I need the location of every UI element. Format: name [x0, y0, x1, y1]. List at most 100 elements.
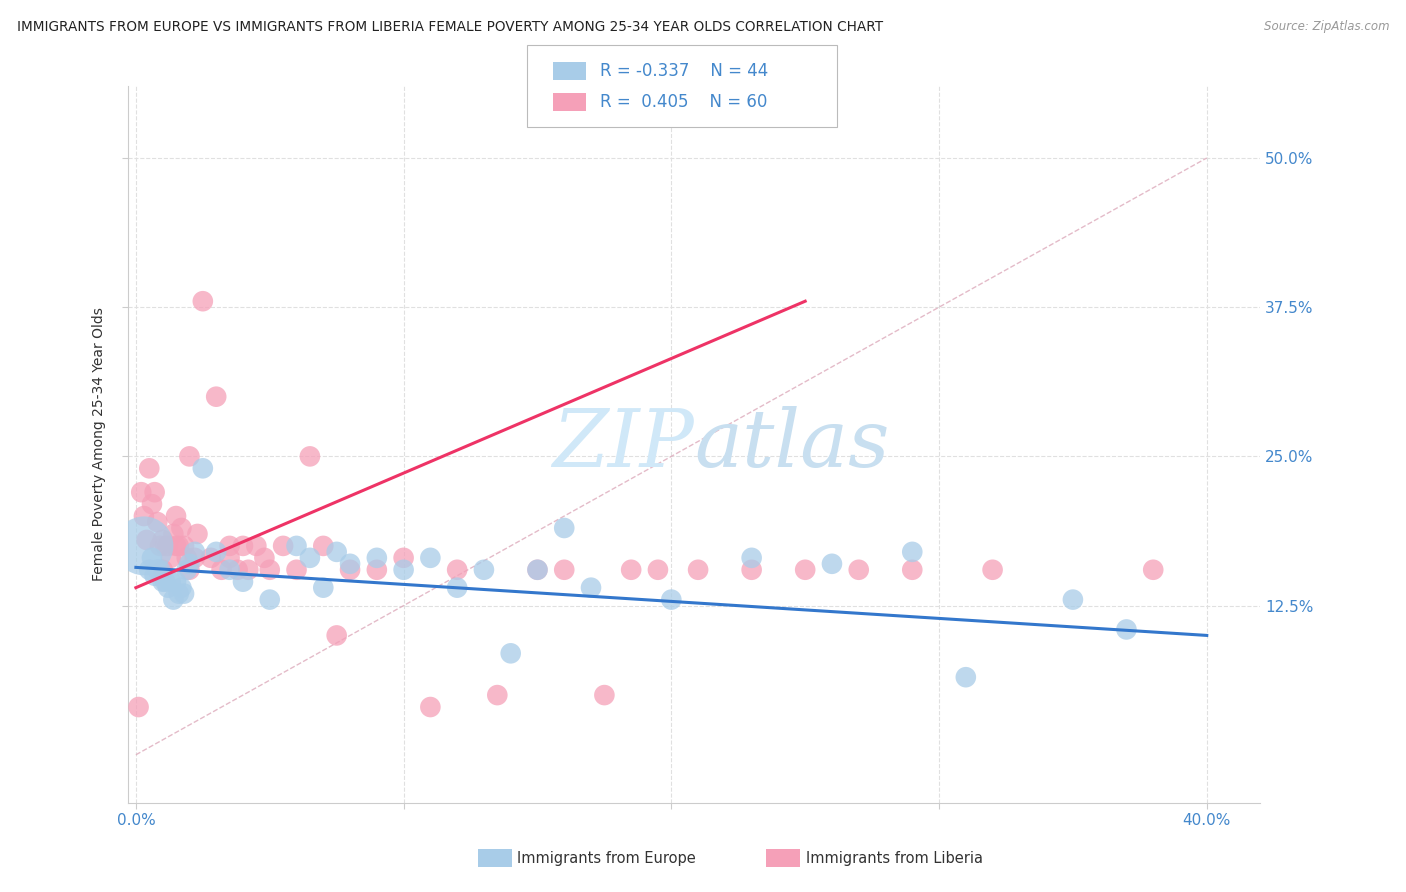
Point: [298, 450, 321, 464]
Point: [179, 563, 201, 577]
Text: atlas: atlas: [695, 406, 890, 483]
Point: [238, 563, 260, 577]
Point: [165, 539, 187, 553]
Point: [162, 592, 184, 607]
Point: [149, 539, 172, 553]
Point: [179, 557, 201, 571]
Point: [170, 581, 193, 595]
Point: [486, 688, 509, 702]
Text: R = -0.337    N = 44: R = -0.337 N = 44: [600, 62, 769, 80]
Point: [312, 581, 335, 595]
Point: [141, 550, 163, 565]
Point: [186, 527, 208, 541]
Point: [200, 550, 222, 565]
Text: R =  0.405    N = 60: R = 0.405 N = 60: [600, 93, 768, 111]
Point: [218, 539, 240, 553]
Point: [184, 545, 207, 559]
Point: [446, 581, 468, 595]
Point: [191, 461, 214, 475]
Point: [232, 574, 254, 589]
Point: [312, 539, 335, 553]
Text: Source: ZipAtlas.com: Source: ZipAtlas.com: [1264, 20, 1389, 33]
Point: [579, 581, 602, 595]
Point: [392, 550, 415, 565]
Point: [285, 563, 308, 577]
Text: IMMIGRANTS FROM EUROPE VS IMMIGRANTS FROM LIBERIA FEMALE POVERTY AMONG 25-34 YEA: IMMIGRANTS FROM EUROPE VS IMMIGRANTS FRO…: [17, 20, 883, 34]
Point: [179, 450, 201, 464]
Point: [155, 574, 177, 589]
Point: [146, 563, 169, 577]
Point: [156, 539, 179, 553]
Point: [211, 563, 233, 577]
Point: [259, 592, 281, 607]
Text: ZIP: ZIP: [553, 406, 695, 483]
Point: [325, 545, 347, 559]
Point: [167, 539, 190, 553]
Point: [135, 533, 157, 547]
Point: [659, 592, 682, 607]
Point: [1142, 563, 1164, 577]
Point: [176, 550, 198, 565]
Point: [1115, 623, 1137, 637]
Point: [901, 545, 924, 559]
Point: [143, 568, 166, 582]
Point: [339, 557, 361, 571]
Point: [232, 539, 254, 553]
Point: [366, 550, 388, 565]
Point: [955, 670, 977, 684]
Point: [848, 563, 870, 577]
Point: [205, 390, 228, 404]
Point: [132, 509, 155, 524]
Point: [392, 563, 415, 577]
Point: [132, 539, 155, 553]
Point: [741, 550, 763, 565]
Point: [173, 539, 195, 553]
Point: [688, 563, 710, 577]
Point: [159, 550, 181, 565]
Point: [143, 485, 166, 500]
Point: [259, 563, 281, 577]
Point: [141, 497, 163, 511]
Text: Immigrants from Europe: Immigrants from Europe: [517, 851, 696, 865]
Point: [165, 509, 187, 524]
Point: [472, 563, 495, 577]
Point: [173, 587, 195, 601]
Point: [218, 550, 240, 565]
Point: [128, 700, 150, 714]
Point: [593, 688, 616, 702]
Point: [152, 533, 174, 547]
Point: [647, 563, 669, 577]
Point: [184, 550, 207, 565]
Point: [499, 646, 522, 660]
Point: [138, 461, 160, 475]
Point: [620, 563, 643, 577]
Point: [298, 550, 321, 565]
Point: [170, 521, 193, 535]
Point: [1062, 592, 1084, 607]
Point: [156, 581, 179, 595]
Point: [901, 563, 924, 577]
Point: [159, 574, 181, 589]
Point: [218, 563, 240, 577]
Point: [226, 563, 249, 577]
Point: [446, 563, 468, 577]
Point: [285, 539, 308, 553]
Point: [149, 563, 172, 577]
Point: [152, 574, 174, 589]
Point: [176, 563, 198, 577]
Point: [526, 563, 548, 577]
Point: [821, 557, 844, 571]
Point: [167, 587, 190, 601]
Point: [205, 545, 228, 559]
Point: [191, 294, 214, 309]
Y-axis label: Female Poverty Among 25-34 Year Olds: Female Poverty Among 25-34 Year Olds: [93, 308, 107, 582]
Point: [253, 550, 276, 565]
Point: [339, 563, 361, 577]
Point: [419, 700, 441, 714]
Point: [129, 485, 152, 500]
Point: [553, 563, 575, 577]
Point: [138, 563, 160, 577]
Text: Immigrants from Liberia: Immigrants from Liberia: [806, 851, 983, 865]
Point: [245, 539, 267, 553]
Point: [419, 550, 441, 565]
